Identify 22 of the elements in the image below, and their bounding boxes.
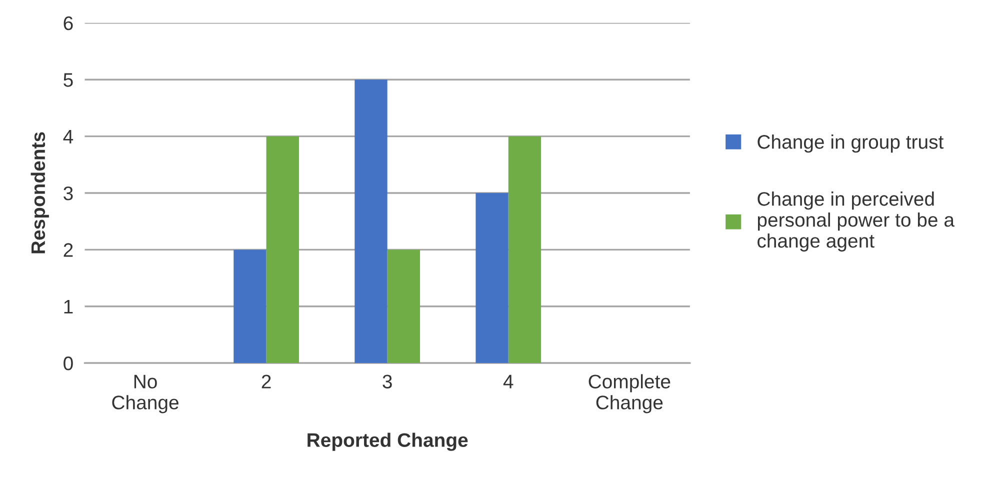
x-tick-label: 2	[262, 374, 271, 388]
x-tick-label: Complete Change	[588, 374, 670, 414]
x-tick-label: 4	[503, 374, 514, 388]
bar	[476, 193, 508, 364]
bar	[508, 136, 542, 364]
y-tick-label: 2	[64, 243, 73, 257]
bar	[234, 250, 266, 364]
bar	[266, 136, 299, 364]
x-tick-label: 3	[382, 374, 392, 388]
x-axis-title: Reported Change	[308, 432, 468, 451]
y-tick-label: 1	[64, 300, 73, 314]
legend-label: Change in perceived personal power to be a change agent	[758, 192, 955, 252]
y-tick-label: 6	[64, 16, 73, 30]
y-tick-label: 3	[64, 186, 73, 200]
y-axis-title: Respondents	[30, 132, 49, 254]
x-tick-label: No Change	[112, 374, 178, 414]
y-tick-label: 5	[64, 73, 73, 87]
legend-label: Change in group trust	[758, 134, 944, 153]
y-tick-label: 4	[63, 130, 74, 144]
bar	[387, 250, 420, 364]
bar	[354, 80, 388, 364]
y-tick-label: 0	[64, 356, 73, 370]
